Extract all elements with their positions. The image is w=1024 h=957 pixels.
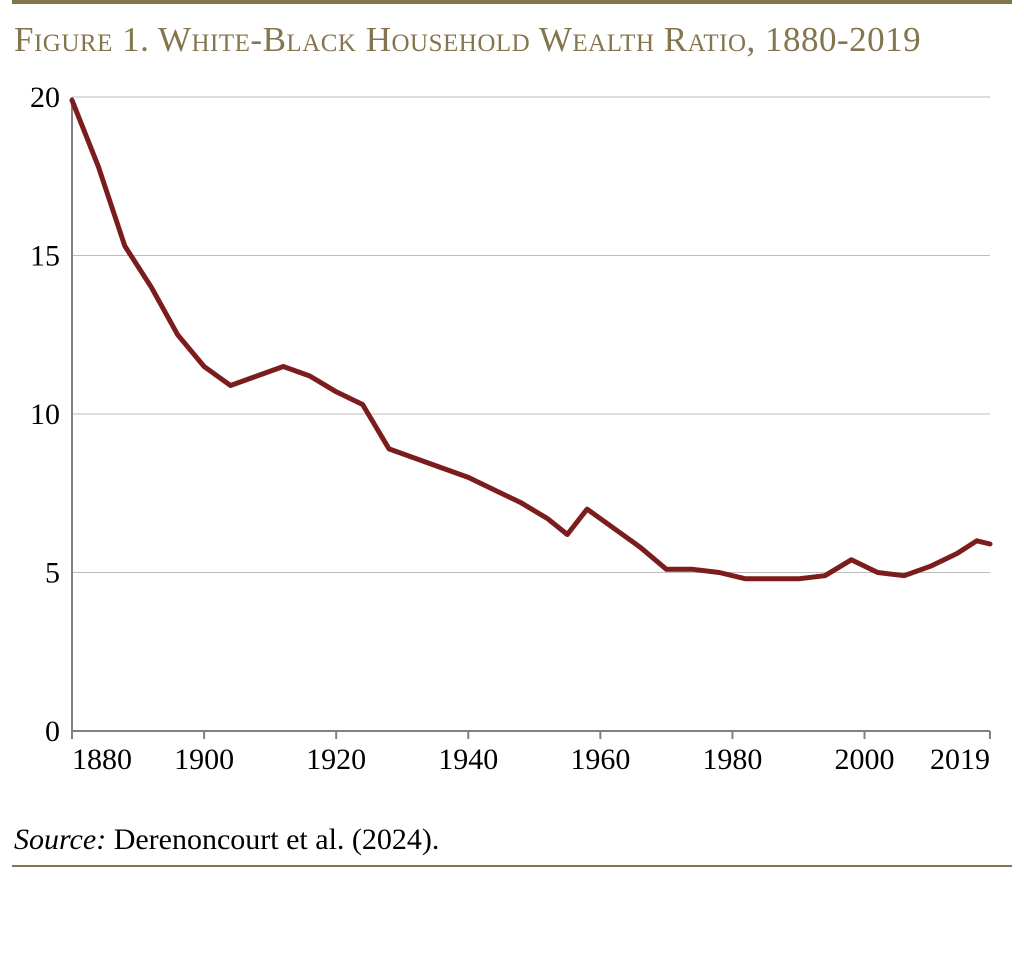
- svg-text:20: 20: [30, 87, 60, 114]
- svg-text:5: 5: [45, 556, 60, 589]
- source-label: Source:: [14, 823, 106, 856]
- svg-text:1980: 1980: [702, 743, 762, 776]
- svg-text:0: 0: [45, 715, 60, 748]
- svg-text:2019: 2019: [930, 743, 990, 776]
- svg-text:1960: 1960: [570, 743, 630, 776]
- figure-container: Figure 1. White-Black Household Wealth R…: [0, 0, 1024, 957]
- svg-text:1880: 1880: [72, 743, 132, 776]
- chart-area: 0 5 10 15 20 1880 1900 1920 1940 1960 1980 2000 2019: [14, 87, 1010, 787]
- line-chart: 0 5 10 15 20 1880 1900 1920 1940 1960 1980 2000 2019: [14, 87, 1010, 787]
- figure-title: Figure 1. White-Black Household Wealth R…: [14, 18, 1010, 63]
- svg-text:10: 10: [30, 398, 60, 431]
- source-text: Derenoncourt et al. (2024).: [106, 823, 439, 856]
- svg-text:1900: 1900: [174, 743, 234, 776]
- svg-text:1940: 1940: [438, 743, 498, 776]
- svg-text:2000: 2000: [835, 743, 895, 776]
- figure-source: Source: Derenoncourt et al. (2024).: [14, 823, 1010, 857]
- svg-text:15: 15: [30, 239, 60, 272]
- svg-text:1920: 1920: [306, 743, 366, 776]
- bottom-rule: [12, 865, 1012, 867]
- top-rule: [12, 0, 1012, 4]
